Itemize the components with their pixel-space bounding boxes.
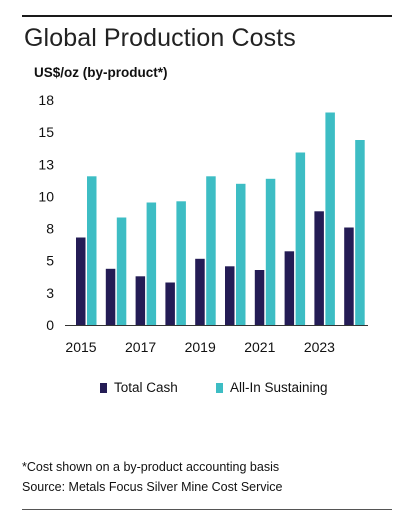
x-tick-label: 2021	[244, 339, 275, 355]
x-tick-label: 2017	[125, 339, 156, 355]
bar-all-in-sustaining	[206, 176, 216, 326]
bar-total-cash	[135, 276, 146, 326]
y-tick-label: 18	[38, 92, 54, 108]
footnote-accounting-basis: *Cost shown on a by-product accounting b…	[22, 460, 280, 474]
legend-swatch-total-cash	[100, 382, 107, 393]
legend-item-all-in: All-In Sustaining	[216, 380, 328, 395]
bar-all-in-sustaining	[355, 140, 365, 325]
bar-all-in-sustaining	[295, 152, 306, 325]
x-tick-label: 2019	[185, 339, 216, 355]
x-tick-label: 2015	[65, 339, 96, 355]
bar-total-cash	[165, 282, 175, 325]
y-tick-label: 13	[38, 156, 54, 172]
bar-all-in-sustaining	[176, 201, 186, 326]
bar-chart: 0 3 5 8 10 13 15 18 2015 2017 2019 2021 2023	[38, 92, 368, 355]
bar-total-cash	[195, 258, 205, 326]
y-tick-label: 5	[46, 253, 54, 269]
chart-title: Global Production Costs	[24, 24, 296, 52]
bar-all-in-sustaining	[325, 112, 335, 325]
y-tick-label: 10	[38, 188, 54, 204]
legend-item-total-cash: Total Cash	[100, 380, 178, 395]
bar-total-cash	[105, 268, 116, 326]
bar-total-cash	[344, 227, 354, 325]
x-tick-label: 2023	[304, 339, 335, 355]
bar-total-cash	[254, 270, 265, 325]
legend-label-total-cash: Total Cash	[114, 380, 178, 395]
top-rule	[22, 15, 392, 17]
y-tick-label: 0	[46, 317, 54, 333]
bar-total-cash	[225, 266, 235, 326]
bar-all-in-sustaining	[87, 176, 97, 326]
chart-legend: Total Cash All-In Sustaining	[0, 380, 400, 400]
y-tick-label: 8	[46, 221, 54, 237]
bar-total-cash	[314, 211, 324, 326]
bar-all-in-sustaining	[265, 178, 276, 325]
bar-total-cash	[76, 237, 86, 325]
y-tick-label: 15	[38, 124, 54, 140]
bar-total-cash	[284, 251, 295, 326]
y-tick-label: 3	[46, 285, 54, 301]
legend-label-all-in: All-In Sustaining	[230, 380, 328, 395]
bar-all-in-sustaining	[236, 183, 246, 326]
legend-swatch-all-in	[216, 382, 223, 393]
bottom-rule	[22, 509, 392, 510]
footnote-source: Source: Metals Focus Silver Mine Cost Se…	[22, 480, 283, 494]
bar-all-in-sustaining	[146, 202, 157, 325]
y-axis-unit-label: US$/oz (by-product*)	[34, 65, 168, 80]
bar-all-in-sustaining	[116, 217, 127, 325]
